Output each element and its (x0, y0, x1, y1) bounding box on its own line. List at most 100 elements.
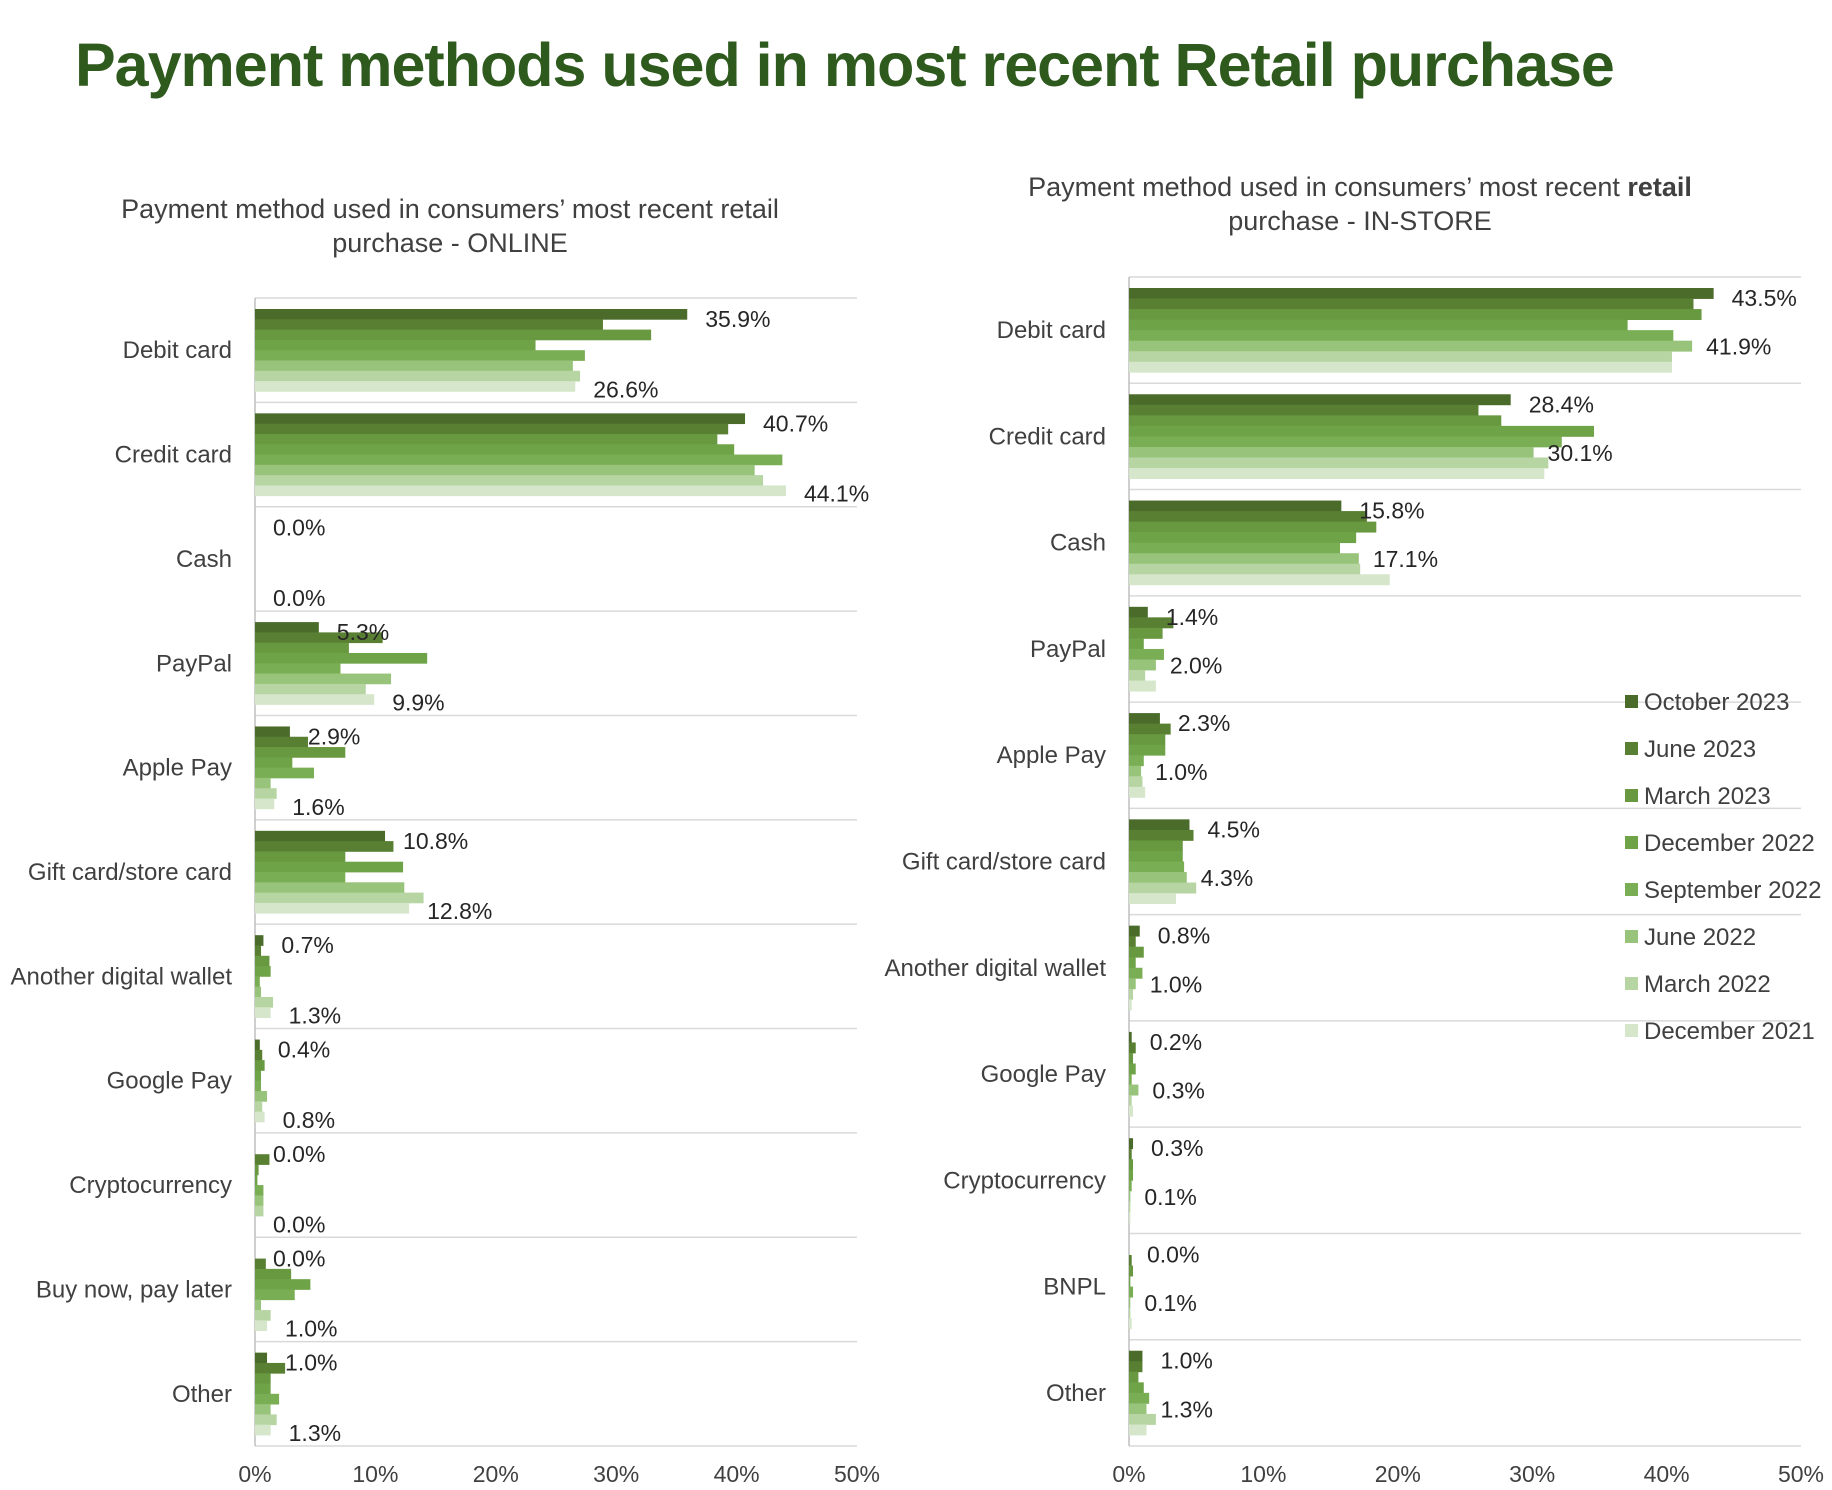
x-tick-label: 10% (352, 1461, 398, 1487)
bar (255, 1195, 264, 1207)
bar (255, 673, 392, 685)
bar (1129, 680, 1156, 692)
chart-title-instore-line1: Payment method used in consumers’ most r… (1028, 172, 1692, 202)
bar (1129, 606, 1148, 618)
category-label: Cryptocurrency (943, 1167, 1106, 1194)
legend-item: March 2022 (1644, 971, 1771, 998)
bar (1129, 563, 1361, 575)
data-label-june-2022: 41.9% (1706, 334, 1771, 360)
bar (1129, 1084, 1139, 1096)
x-tick-label: 30% (1509, 1461, 1555, 1487)
chart-title-online-line2: purchase - ONLINE (332, 228, 568, 258)
bar (255, 413, 746, 425)
data-label-earliest: 1.6% (292, 794, 344, 820)
bar (255, 726, 290, 738)
bar (255, 976, 260, 988)
category-label: Debit card (123, 337, 232, 364)
bar (255, 1164, 259, 1176)
bar (1129, 850, 1183, 862)
bar (1129, 840, 1183, 852)
data-label-latest: 0.0% (273, 1245, 325, 1271)
bar (1129, 648, 1164, 660)
bar (255, 945, 262, 957)
chart-title-part: Payment method used in consumers’ most r… (121, 194, 779, 224)
bar (1129, 1201, 1131, 1213)
bar (255, 454, 783, 466)
bar (1129, 1318, 1132, 1330)
bar (1129, 617, 1174, 629)
bar (255, 1205, 264, 1217)
bar (255, 767, 314, 779)
bar (255, 996, 274, 1008)
bar (1129, 457, 1549, 469)
category-label: PayPal (156, 650, 232, 677)
category-label: Another digital wallet (11, 963, 233, 990)
bar (1129, 1265, 1134, 1277)
x-tick-label: 10% (1240, 1461, 1286, 1487)
bar (1129, 765, 1142, 777)
legend-item: June 2023 (1644, 736, 1756, 763)
bar (1129, 542, 1341, 554)
bar (1129, 436, 1562, 448)
data-label-latest: 0.8% (1158, 923, 1210, 949)
bar (255, 1320, 268, 1332)
bar (255, 788, 277, 799)
data-label-earliest: 0.0% (273, 1211, 325, 1237)
data-label-june-2022: 30.1% (1548, 440, 1613, 466)
bar (1129, 1052, 1134, 1064)
category-label: Credit card (989, 423, 1106, 450)
bar (1129, 936, 1136, 948)
bar (1129, 574, 1390, 586)
data-label-latest: 28.4% (1529, 391, 1594, 417)
x-tick-label: 50% (834, 1461, 880, 1487)
bar (255, 683, 366, 695)
bar (255, 986, 262, 998)
data-label-latest: 15.8% (1359, 498, 1424, 524)
bar (1129, 425, 1595, 437)
legend-item: December 2021 (1644, 1018, 1815, 1045)
data-label-earliest: 1.3% (289, 1003, 341, 1029)
x-tick-label: 0% (1112, 1461, 1145, 1487)
category-label: Gift card/store card (28, 859, 232, 886)
bar (255, 882, 405, 893)
bar (1129, 861, 1185, 873)
bar (255, 360, 573, 372)
legend-swatch (1625, 789, 1638, 802)
bar (1129, 1403, 1147, 1415)
data-label-latest: 35.9% (705, 306, 770, 332)
bar (1129, 893, 1177, 905)
bar (1129, 925, 1140, 937)
data-label-latest: 2.3% (1178, 710, 1230, 736)
bar (255, 1049, 263, 1061)
bar (255, 757, 293, 769)
bar (1129, 670, 1146, 681)
x-tick-label: 20% (1375, 1461, 1421, 1487)
bar (255, 1299, 262, 1311)
data-label-latest: 0.0% (273, 515, 325, 541)
data-label-latest: 4.5% (1207, 816, 1259, 842)
legend-swatch (1625, 1024, 1638, 1037)
bar (1129, 351, 1672, 363)
legend-swatch (1625, 742, 1638, 755)
bar (255, 464, 755, 476)
page-title: Payment methods used in most recent Reta… (75, 31, 1615, 99)
category-label: Gift card/store card (902, 849, 1106, 876)
bar (1129, 1042, 1136, 1054)
category-label: BNPL (1043, 1274, 1106, 1301)
bar (255, 370, 581, 382)
bar (1129, 361, 1672, 373)
bar (1129, 1063, 1136, 1075)
bar (255, 694, 375, 705)
bar (255, 966, 271, 977)
bar (255, 642, 349, 654)
data-label-latest: 1.4% (1166, 604, 1218, 630)
bar (1129, 330, 1674, 342)
data-label-latest: 0.0% (273, 1141, 325, 1167)
bar (1129, 1276, 1131, 1287)
bar (1129, 1169, 1134, 1181)
data-label-earliest: 9.9% (392, 689, 444, 715)
bar (255, 622, 319, 633)
data-label-latest: 1.0% (285, 1350, 337, 1376)
x-tick-label: 40% (714, 1461, 760, 1487)
